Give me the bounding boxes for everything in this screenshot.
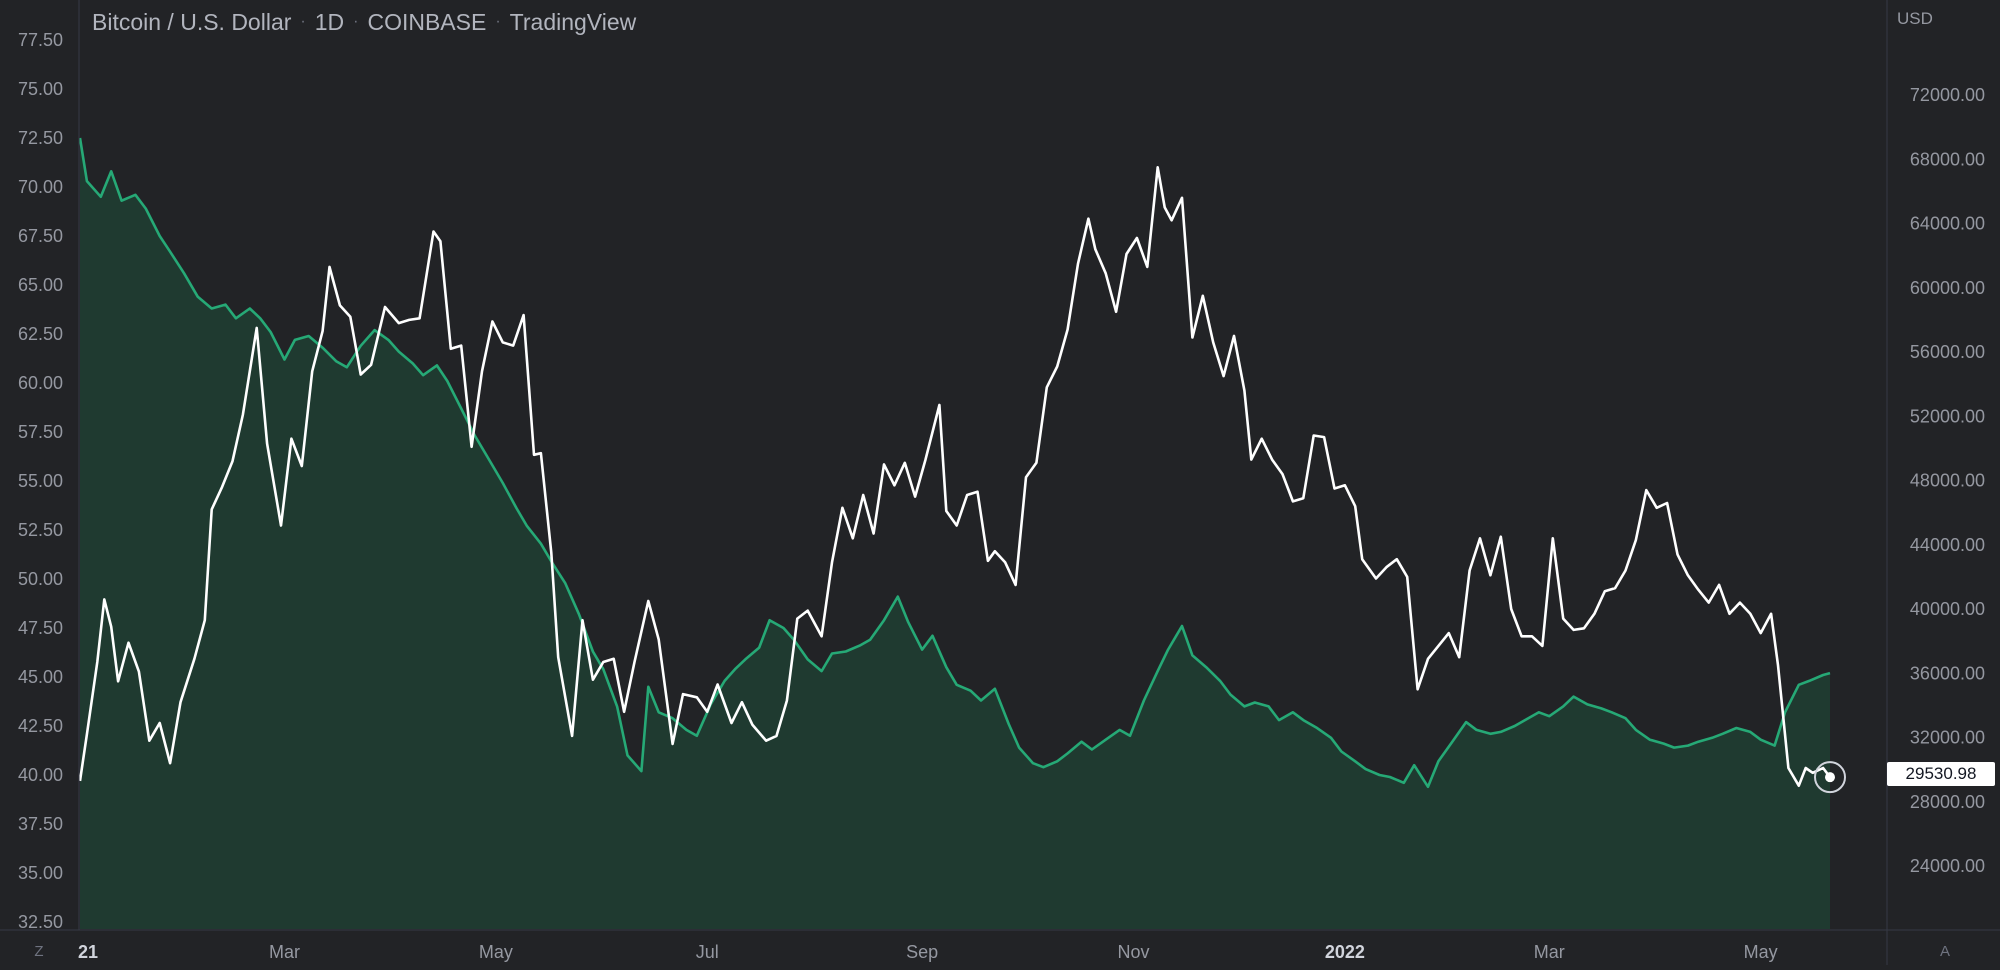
left-axis-tick-label: 72.50 (18, 128, 63, 148)
time-axis-tick-label: 2022 (1325, 942, 1365, 962)
green-series-line (78, 137, 1831, 789)
right-axis-tick-label: 56000.00 (1910, 342, 1985, 362)
last-price-tag: 29530.98 (1887, 762, 1995, 786)
time-axis-tick-label: May (479, 942, 513, 962)
zoom-reset-button[interactable]: Z (34, 942, 44, 960)
time-axis-tick-label: Sep (906, 942, 938, 962)
auto-scale-button[interactable]: A (1939, 942, 1950, 960)
right-axis-tick-label: 60000.00 (1910, 278, 1985, 298)
left-axis-tick-label: 75.00 (18, 79, 63, 99)
time-axis-tick-label: 21 (78, 942, 98, 962)
left-axis-tick-label: 45.00 (18, 667, 63, 687)
left-axis-tick-label: 77.50 (18, 30, 63, 50)
left-axis-tick-label: 47.50 (18, 618, 63, 638)
right-axis-tick-label: 48000.00 (1910, 471, 1985, 491)
last-point-dot (1825, 772, 1835, 783)
time-axis-tick-label: Mar (1534, 942, 1565, 962)
time-axis-tick-label: Mar (269, 942, 300, 962)
left-axis-tick-label: 42.50 (18, 716, 63, 736)
left-axis-tick-label: 60.00 (18, 373, 63, 393)
left-axis-tick-label: 35.00 (18, 863, 63, 883)
left-axis-tick-label: 65.00 (18, 275, 63, 295)
white-series-line (78, 166, 1832, 787)
left-axis-tick-label: 50.00 (18, 569, 63, 589)
right-axis-tick-label: 24000.00 (1910, 856, 1985, 876)
right-axis-tick-label: 72000.00 (1910, 85, 1985, 105)
time-axis-tick-label: Jul (696, 942, 719, 962)
right-axis-tick-label: 28000.00 (1910, 792, 1985, 812)
left-axis-tick-label: 32.50 (18, 912, 63, 932)
time-axis-tick-label: Nov (1117, 942, 1149, 962)
left-axis-tick-label: 57.50 (18, 422, 63, 442)
right-axis-tick-label: 36000.00 (1910, 663, 1985, 683)
time-axis-tick-label: May (1744, 942, 1778, 962)
left-axis-tick-label: 67.50 (18, 226, 63, 246)
right-axis-tick-label: 68000.00 (1910, 149, 1985, 169)
right-axis-tick-label: 40000.00 (1910, 599, 1985, 619)
last-point-marker (1814, 761, 1846, 794)
right-axis-tick-label: 44000.00 (1910, 535, 1985, 555)
right-axis-tick-label: 64000.00 (1910, 214, 1985, 234)
right-axis-tick-label: 32000.00 (1910, 728, 1985, 748)
green-series-area (80, 138, 1830, 929)
left-axis-tick-label: 37.50 (18, 814, 63, 834)
left-axis-tick-label: 70.00 (18, 177, 63, 197)
left-axis-tick-label: 62.50 (18, 324, 63, 344)
left-axis-tick-label: 52.50 (18, 520, 63, 540)
left-axis-tick-label: 40.00 (18, 765, 63, 785)
currency-label: USD (1897, 9, 1933, 28)
left-axis-tick-label: 55.00 (18, 471, 63, 491)
right-axis-tick-label: 52000.00 (1910, 406, 1985, 426)
